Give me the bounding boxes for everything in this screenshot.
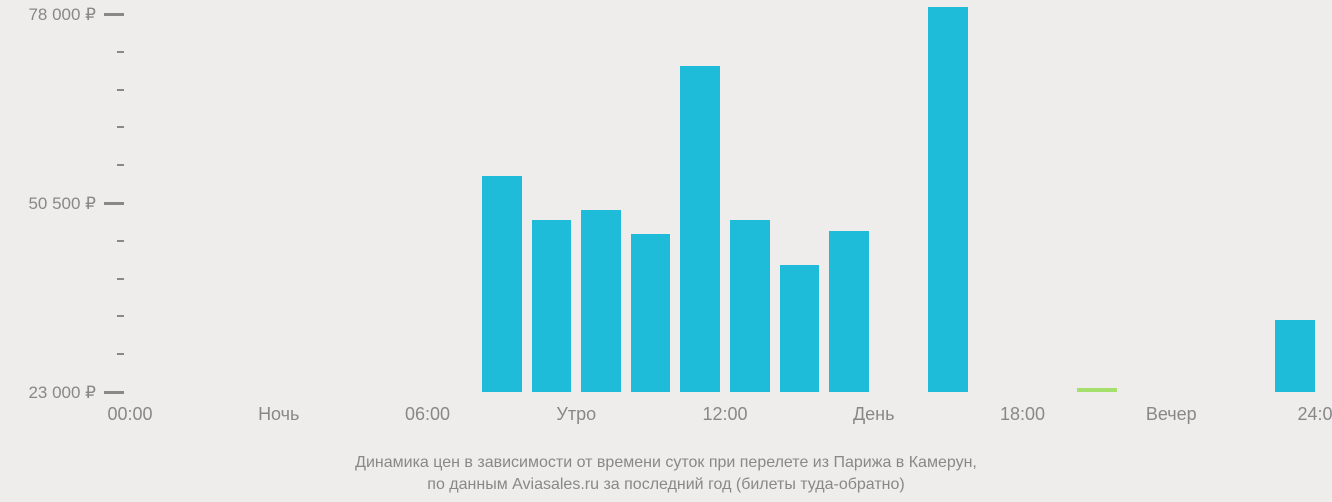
x-axis-label: 18:00 [1000,404,1045,425]
price-bar [631,234,671,392]
price-bar [680,66,720,392]
y-minor-tick [117,353,124,355]
price-bar [581,210,621,392]
caption-line-1: Динамика цен в зависимости от времени су… [0,452,1332,474]
price-by-hour-chart: Динамика цен в зависимости от времени су… [0,0,1332,502]
y-axis-label: 78 000 ₽ [28,5,96,25]
y-minor-tick [117,240,124,242]
price-bar [532,220,572,392]
chart-caption: Динамика цен в зависимости от времени су… [0,452,1332,496]
plot-area [130,14,1320,392]
price-bar [1275,320,1315,392]
price-bar [730,220,770,392]
y-tick [104,391,124,394]
y-minor-tick [117,89,124,91]
caption-line-2: по данным Aviasales.ru за последний год … [0,474,1332,496]
price-bar [928,7,968,392]
x-axis-label: 00:00 [107,404,152,425]
x-axis-label: День [853,404,895,425]
price-bar [829,231,869,393]
x-axis-label: Утро [556,404,596,425]
y-minor-tick [117,51,124,53]
y-axis-label: 50 500 ₽ [28,194,96,214]
x-axis-label: 06:00 [405,404,450,425]
x-axis-label: Вечер [1146,404,1197,425]
x-axis-label: 12:00 [702,404,747,425]
x-axis-label: 24:00 [1297,404,1332,425]
y-minor-tick [117,278,124,280]
y-minor-tick [117,126,124,128]
x-axis-label: Ночь [258,404,299,425]
price-bar [482,176,522,392]
price-bar [780,265,820,392]
y-minor-tick [117,164,124,166]
y-minor-tick [117,315,124,317]
price-bar [1077,388,1117,392]
y-axis-label: 23 000 ₽ [28,383,96,403]
y-tick [104,13,124,16]
y-tick [104,202,124,205]
